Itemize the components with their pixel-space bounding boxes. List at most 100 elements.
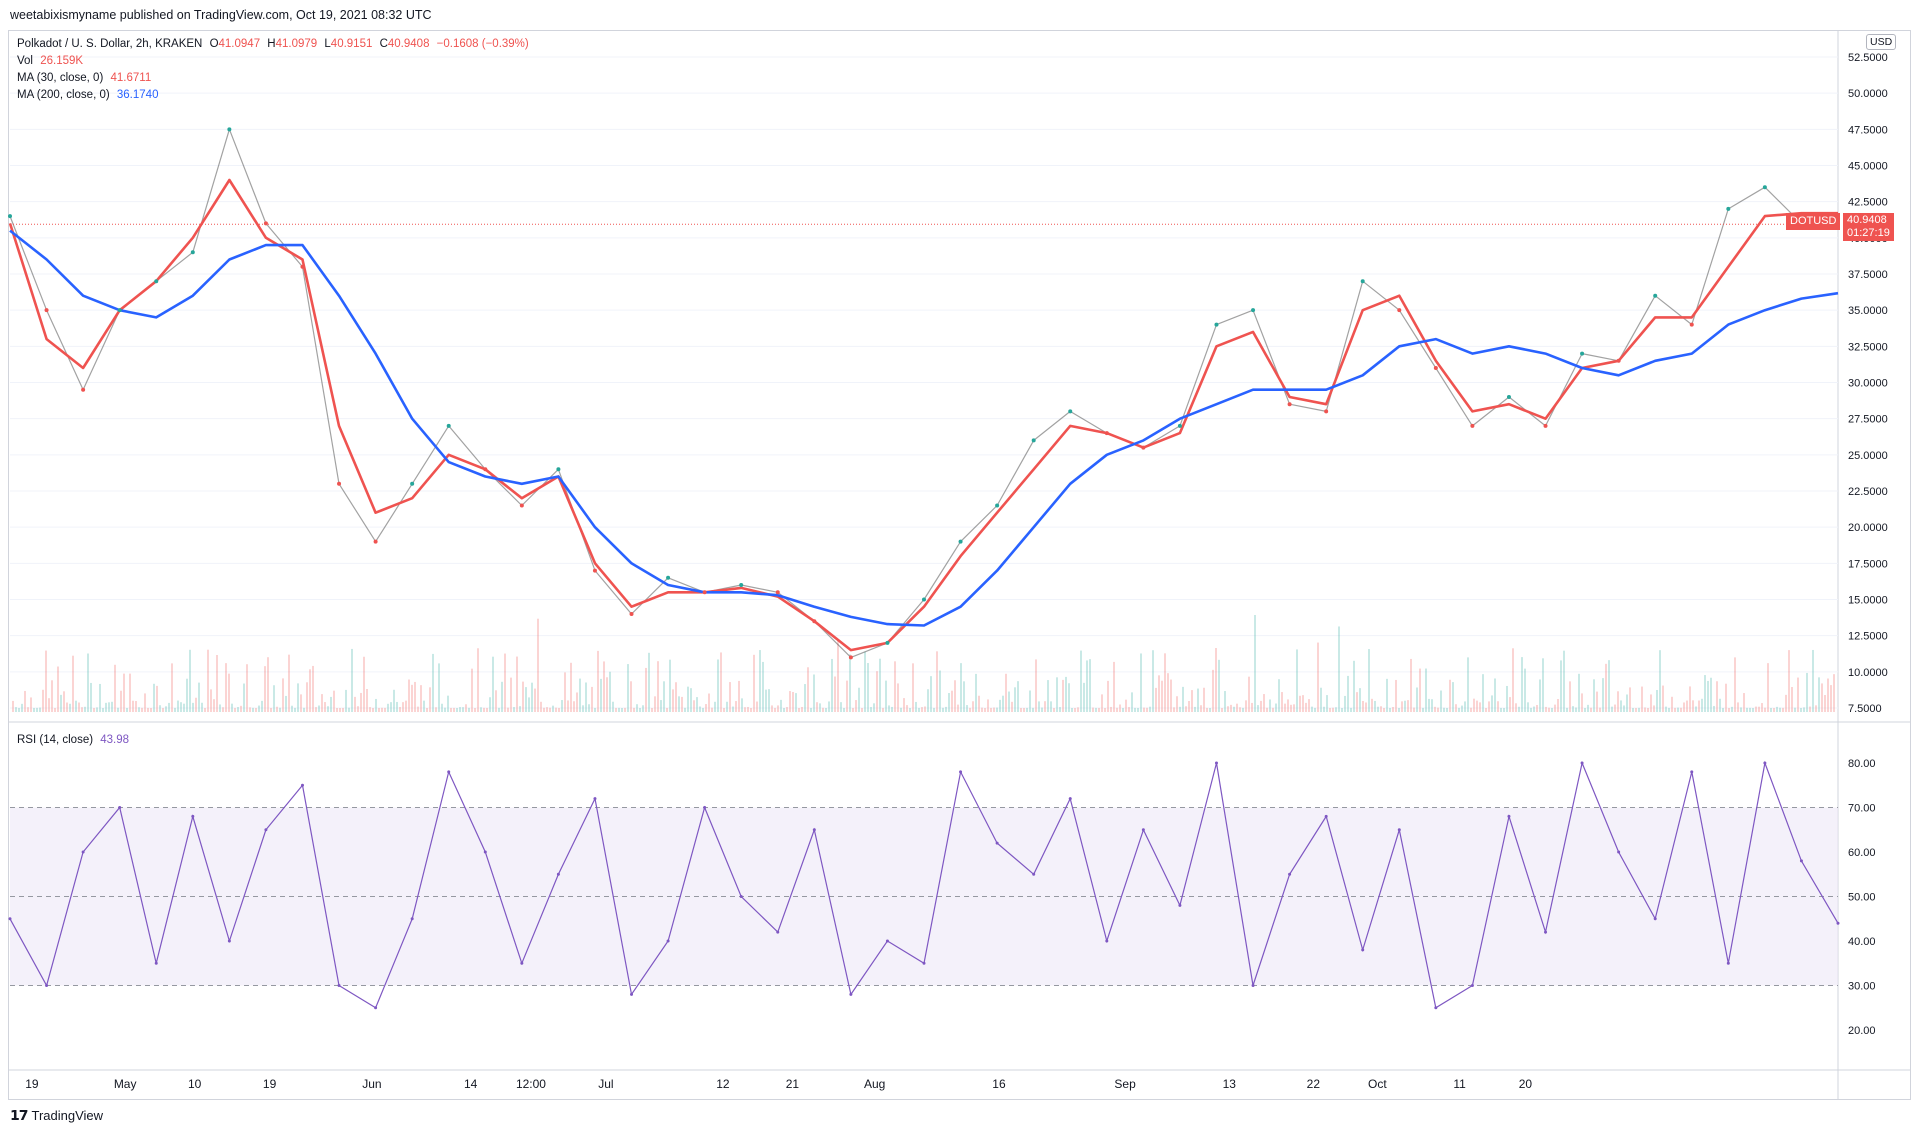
volume-bar xyxy=(789,691,791,712)
volume-bar xyxy=(1593,679,1595,712)
volume-bar xyxy=(294,707,296,712)
volume-bar xyxy=(1068,683,1070,712)
volume-bar xyxy=(99,683,101,712)
time-tick-label: 19 xyxy=(263,1077,277,1091)
volume-bar xyxy=(1416,687,1418,712)
volume-bar xyxy=(30,697,32,712)
volume-bar xyxy=(204,707,206,712)
price-point xyxy=(666,575,671,580)
time-tick-label: 12:00 xyxy=(516,1077,546,1091)
volume-bar xyxy=(1041,707,1043,712)
volume-bar xyxy=(1263,694,1265,712)
time-tick-label: 13 xyxy=(1223,1077,1237,1091)
volume-bar xyxy=(423,700,425,712)
rsi-point xyxy=(227,939,231,943)
volume-bar xyxy=(1728,708,1730,712)
volume-bar xyxy=(534,688,536,712)
volume-bar xyxy=(213,699,215,712)
volume-bar xyxy=(1326,695,1328,712)
volume-bar xyxy=(1038,701,1040,712)
volume-bar xyxy=(1509,697,1511,712)
volume-bar xyxy=(366,689,368,712)
volume-bar xyxy=(939,670,941,712)
rsi-tick-label: 30.00 xyxy=(1848,981,1876,993)
volume-bar xyxy=(1506,685,1508,712)
volume-bar xyxy=(87,653,89,712)
price-tick-label: 20.0000 xyxy=(1848,522,1888,534)
price-point xyxy=(410,481,415,486)
volume-bar xyxy=(1539,679,1541,712)
rsi-tick-label: 50.00 xyxy=(1848,892,1876,904)
volume-bar xyxy=(855,700,857,712)
volume-bar xyxy=(642,705,644,712)
time-tick-label: 12 xyxy=(716,1077,730,1091)
volume-bar xyxy=(54,707,56,712)
volume-bar xyxy=(1653,705,1655,712)
volume-bar xyxy=(636,704,638,712)
volume-bar xyxy=(1161,680,1163,712)
volume-bar xyxy=(615,707,617,712)
volume-bar xyxy=(1374,700,1376,712)
volume-bar xyxy=(1536,704,1538,712)
volume-bar xyxy=(1533,706,1535,712)
volume-bar xyxy=(429,687,431,712)
volume-bar xyxy=(1236,703,1238,712)
rsi-point xyxy=(1653,917,1657,921)
volume-bar xyxy=(1668,707,1670,712)
volume-bar xyxy=(1266,707,1268,712)
volume-bar xyxy=(1314,707,1316,712)
volume-bar xyxy=(1605,663,1607,712)
ma30-series-line xyxy=(8,178,1838,652)
volume-bar xyxy=(1422,707,1424,712)
volume-bar xyxy=(426,707,428,712)
volume-bar xyxy=(285,695,287,712)
volume-bar xyxy=(990,707,992,712)
volume-bar xyxy=(1146,707,1148,712)
rsi-point xyxy=(1799,859,1803,863)
volume-bar xyxy=(804,684,806,712)
volume-bar xyxy=(987,699,989,712)
volume-bar xyxy=(1554,704,1556,712)
volume-bar xyxy=(780,699,782,712)
rsi-tick-label: 20.00 xyxy=(1848,1025,1876,1037)
ma200-label: MA (200, close, 0) xyxy=(17,89,110,101)
rsi-point xyxy=(630,992,634,996)
volume-bar xyxy=(711,707,713,712)
volume-bar xyxy=(666,707,668,712)
volume-bar xyxy=(456,708,458,712)
footer-brand[interactable]: 𝟭𝟳 TradingView xyxy=(10,1107,103,1124)
volume-bar xyxy=(390,702,392,712)
price-tick-label: 15.0000 xyxy=(1848,595,1888,607)
volume-bar xyxy=(561,700,563,712)
volume-bar xyxy=(1296,649,1298,712)
volume-bar xyxy=(1632,707,1634,712)
volume-bar xyxy=(687,686,689,712)
vol-label: Vol xyxy=(17,55,33,67)
volume-bar xyxy=(207,649,209,712)
volume-bar xyxy=(1548,707,1550,712)
volume-bar xyxy=(1440,690,1442,712)
volume-bar xyxy=(837,640,839,712)
volume-bar xyxy=(435,707,437,712)
rsi-label: RSI (14, close) xyxy=(17,734,94,746)
volume-bar xyxy=(402,702,404,712)
price-point xyxy=(300,264,305,269)
volume-bar xyxy=(447,695,449,712)
rsi-point xyxy=(1397,828,1401,832)
volume-bar xyxy=(225,663,227,712)
volume-bar xyxy=(519,706,521,712)
volume-bar xyxy=(1044,701,1046,712)
volume-bar xyxy=(744,707,746,712)
volume-bar xyxy=(336,708,338,712)
volume-bar xyxy=(600,678,602,712)
currency-badge[interactable]: USD xyxy=(1866,34,1897,50)
volume-bar xyxy=(147,707,149,712)
volume-bar xyxy=(33,707,35,712)
volume-bar xyxy=(1722,707,1724,712)
volume-bar xyxy=(1092,707,1094,712)
volume-bar xyxy=(360,692,362,712)
volume-bar xyxy=(1437,707,1439,712)
price-tick-label: 37.5000 xyxy=(1848,269,1888,281)
rsi-point xyxy=(922,961,926,965)
